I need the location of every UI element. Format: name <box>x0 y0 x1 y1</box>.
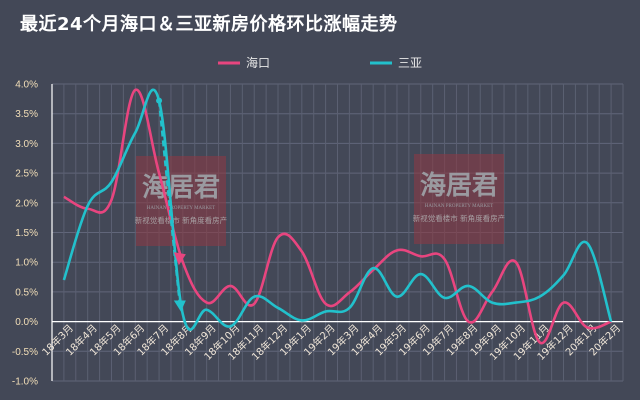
y-tick-label: -1.0% <box>12 377 38 388</box>
arrowhead-haikou-icon <box>173 252 186 266</box>
legend-label: 三亚 <box>398 56 422 70</box>
y-tick-label: -0.5% <box>12 347 38 358</box>
legend-label: 海口 <box>246 55 270 70</box>
series-line-haikou <box>63 88 612 345</box>
y-tick-label: 0.5% <box>15 287 38 298</box>
watermark-box <box>136 156 226 246</box>
watermark-subtitle: HAINAN PROPERTY MARKET <box>147 206 215 211</box>
watermark-box <box>414 154 504 244</box>
y-tick-label: 1.5% <box>15 228 38 239</box>
legend-item-haikou[interactable]: 海口 <box>218 55 270 70</box>
axes: 4.0% 3.5% 3.0% 2.5% 2.0% 1.5% 1.0% 0.5% 0.0% -0.5… <box>12 80 623 388</box>
watermark-logo-text: 海居君 <box>142 173 220 203</box>
watermark-slogan: 新视觉看楼市 新角度看房产 <box>413 213 505 223</box>
y-tick-label: 2.5% <box>15 169 38 180</box>
legend: 海口 三亚 <box>218 55 422 70</box>
watermark-slogan: 新视觉看楼市 新角度看房产 <box>135 215 227 225</box>
dashed-arrow-sanya <box>157 100 182 305</box>
series-lines <box>62 88 613 345</box>
grid <box>51 83 624 382</box>
y-tick-label: 2.0% <box>15 198 38 209</box>
y-tick-label: 3.5% <box>15 109 38 120</box>
watermark-logo: 海居君 HAINAN PROPERTY MARKET 新视觉看楼市 新角度看房产 <box>135 156 227 246</box>
chart-title: 最近24个月海口＆三亚新房价格环比涨幅走势 <box>20 14 398 35</box>
watermark-logo: 海居君 HAINAN PROPERTY MARKET 新视觉看楼市 新角度看房产 <box>413 154 505 244</box>
y-tick-label: 0.0% <box>15 317 38 328</box>
watermark-logo-text: 海居君 <box>420 171 498 201</box>
annotation-start-dot <box>156 97 163 104</box>
arrowhead-sanya-icon <box>173 300 186 312</box>
y-tick-label: 4.0% <box>15 80 38 91</box>
y-tick-label: 1.0% <box>15 258 38 269</box>
y-tick-label: 3.0% <box>15 139 38 150</box>
series-line-sanya <box>62 88 613 331</box>
legend-item-sanya[interactable]: 三亚 <box>370 56 422 70</box>
annotations <box>156 97 186 312</box>
watermark-subtitle: HAINAN PROPERTY MARKET <box>425 204 493 209</box>
